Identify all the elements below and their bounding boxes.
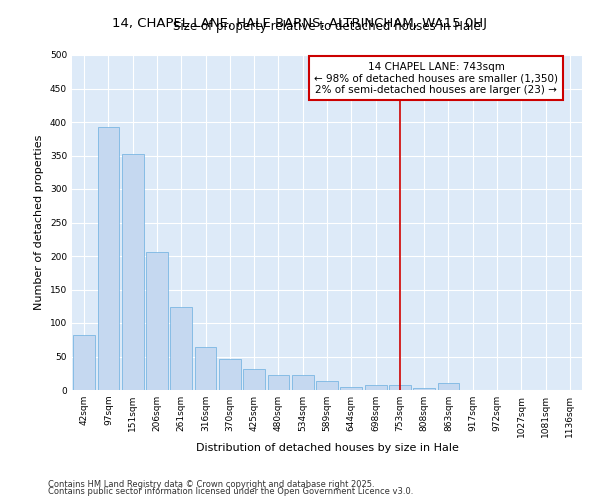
Text: 14, CHAPEL LANE, HALE BARNS, ALTRINCHAM, WA15 0HJ: 14, CHAPEL LANE, HALE BARNS, ALTRINCHAM,… <box>113 18 487 30</box>
Bar <box>389 384 411 390</box>
Bar <box>268 376 289 390</box>
Bar <box>73 335 95 390</box>
Bar <box>340 386 362 390</box>
Bar <box>122 154 143 390</box>
Bar <box>316 380 338 390</box>
Text: Contains public sector information licensed under the Open Government Licence v3: Contains public sector information licen… <box>48 488 413 496</box>
Bar <box>437 384 460 390</box>
Bar <box>219 359 241 390</box>
Bar <box>292 376 314 390</box>
Bar <box>243 368 265 390</box>
Bar <box>146 252 168 390</box>
Bar <box>194 347 217 390</box>
Bar <box>170 307 192 390</box>
Text: 14 CHAPEL LANE: 743sqm
← 98% of detached houses are smaller (1,350)
2% of semi-d: 14 CHAPEL LANE: 743sqm ← 98% of detached… <box>314 62 558 95</box>
Bar <box>97 128 119 390</box>
Title: Size of property relative to detached houses in Hale: Size of property relative to detached ho… <box>173 20 481 33</box>
X-axis label: Distribution of detached houses by size in Hale: Distribution of detached houses by size … <box>196 442 458 452</box>
Bar <box>413 388 435 390</box>
Y-axis label: Number of detached properties: Number of detached properties <box>34 135 44 310</box>
Text: Contains HM Land Registry data © Crown copyright and database right 2025.: Contains HM Land Registry data © Crown c… <box>48 480 374 489</box>
Bar <box>365 386 386 390</box>
